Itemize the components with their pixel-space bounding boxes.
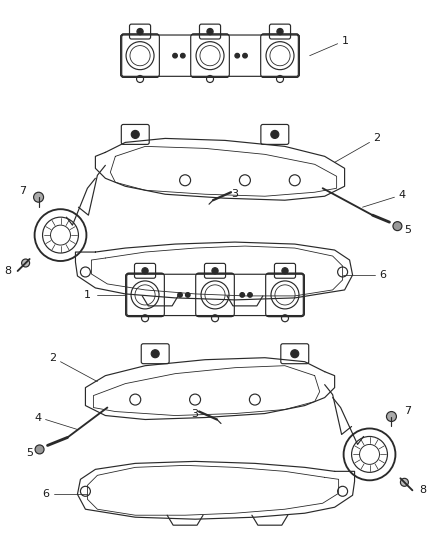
Circle shape <box>271 131 279 139</box>
Text: 8: 8 <box>4 266 11 276</box>
Text: 1: 1 <box>84 290 91 300</box>
Circle shape <box>247 293 252 297</box>
Circle shape <box>35 445 44 454</box>
Text: 8: 8 <box>419 485 426 495</box>
Circle shape <box>34 192 43 202</box>
Circle shape <box>178 293 182 297</box>
Circle shape <box>243 53 247 58</box>
Circle shape <box>173 53 177 58</box>
Text: 7: 7 <box>404 406 411 416</box>
Text: 4: 4 <box>34 413 41 423</box>
Circle shape <box>291 350 299 358</box>
Text: 2: 2 <box>373 133 380 143</box>
Circle shape <box>277 28 283 35</box>
Text: 3: 3 <box>191 408 198 418</box>
Circle shape <box>386 411 396 422</box>
Circle shape <box>142 268 148 274</box>
Circle shape <box>151 350 159 358</box>
Circle shape <box>180 53 185 58</box>
Circle shape <box>131 131 139 139</box>
FancyBboxPatch shape <box>127 274 303 316</box>
Circle shape <box>393 222 402 231</box>
Text: 7: 7 <box>19 186 26 196</box>
Circle shape <box>240 293 244 297</box>
Text: 4: 4 <box>399 190 406 200</box>
Text: 5: 5 <box>404 225 411 235</box>
Circle shape <box>207 28 213 35</box>
Text: 6: 6 <box>379 270 386 280</box>
Text: 3: 3 <box>231 189 238 199</box>
Circle shape <box>185 293 190 297</box>
Circle shape <box>21 259 30 267</box>
Circle shape <box>137 28 143 35</box>
Circle shape <box>235 53 240 58</box>
Text: 6: 6 <box>42 489 49 499</box>
Circle shape <box>282 268 288 274</box>
Text: 5: 5 <box>26 448 33 458</box>
Circle shape <box>212 268 218 274</box>
Text: 1: 1 <box>342 36 349 46</box>
FancyBboxPatch shape <box>122 35 298 76</box>
Circle shape <box>400 478 408 486</box>
Text: 2: 2 <box>49 353 56 363</box>
